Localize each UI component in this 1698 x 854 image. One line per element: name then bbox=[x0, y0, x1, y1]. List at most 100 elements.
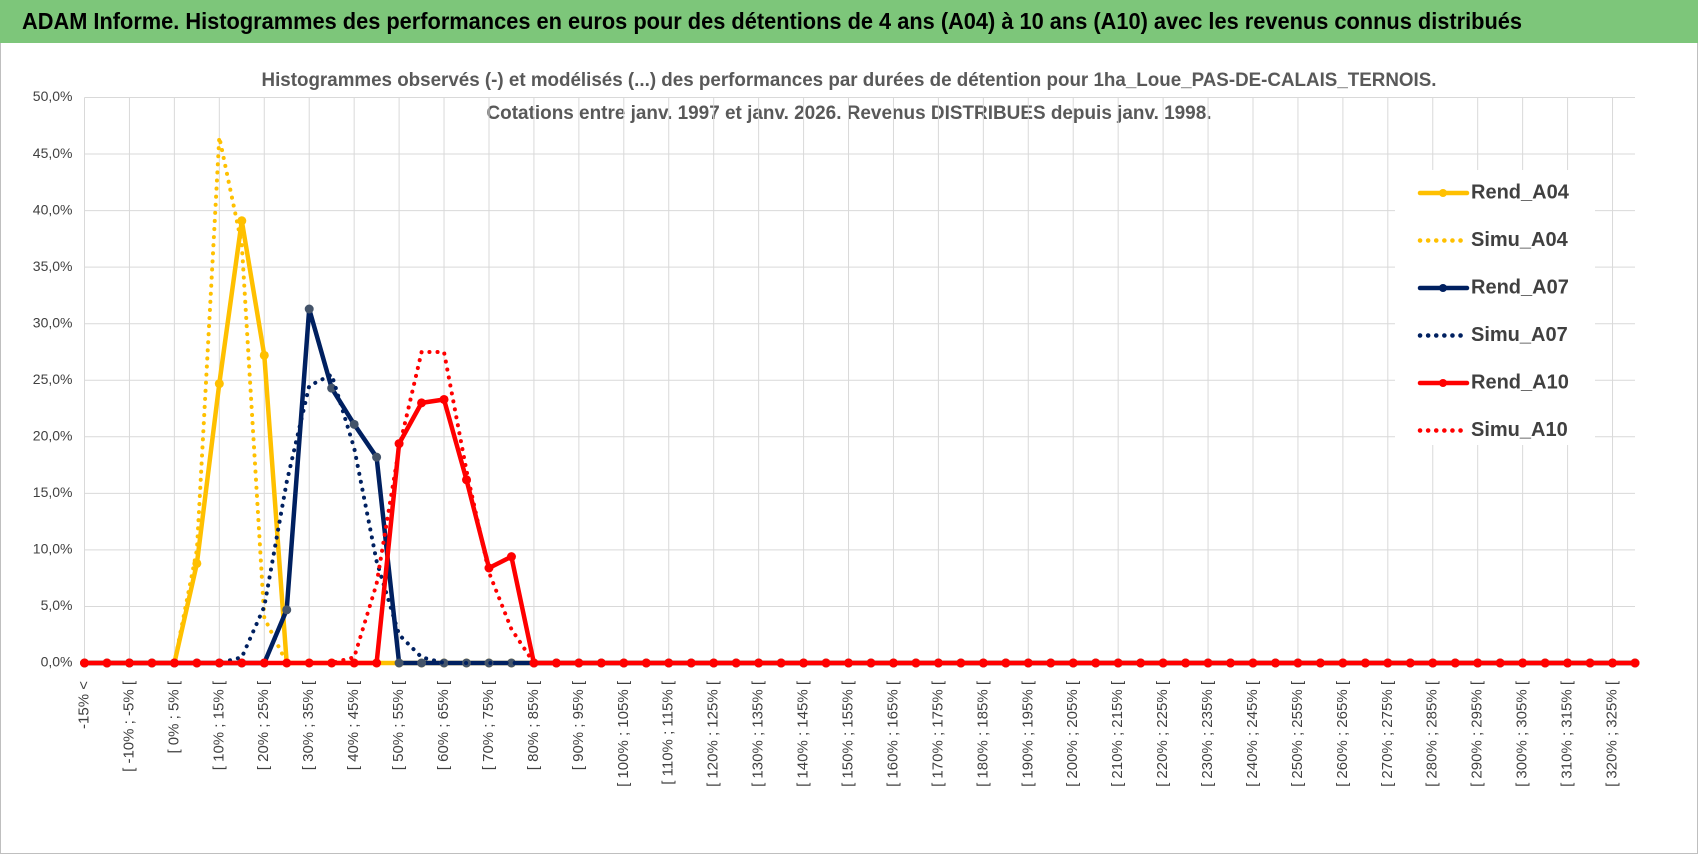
series-marker bbox=[1473, 658, 1483, 668]
y-tick-label: 45,0% bbox=[33, 145, 73, 161]
series-marker bbox=[394, 658, 404, 668]
series-marker bbox=[574, 658, 584, 668]
series-marker bbox=[439, 394, 449, 404]
header-title: ADAM Informe. Histogrammes des performan… bbox=[22, 8, 1522, 34]
x-tick-label: [ 0% ; 5% [ bbox=[165, 680, 182, 753]
y-tick-label: 35,0% bbox=[33, 258, 73, 274]
series-marker bbox=[372, 452, 382, 462]
series-marker bbox=[349, 419, 359, 429]
x-tick-label: [ 20% ; 25% [ bbox=[255, 680, 272, 770]
series-marker bbox=[214, 658, 224, 668]
series-marker bbox=[124, 658, 134, 668]
series-marker bbox=[686, 658, 696, 668]
x-tick-label: [ 290% ; 295% [ bbox=[1469, 680, 1486, 787]
x-tick-label: [ 300% ; 305% [ bbox=[1514, 680, 1531, 787]
x-tick-label: [ 40% ; 45% [ bbox=[345, 680, 362, 770]
series-marker bbox=[506, 552, 516, 562]
x-tick-label: -15% < bbox=[75, 681, 92, 729]
x-tick-label: [ 280% ; 285% [ bbox=[1424, 680, 1441, 787]
x-tick-label: [ 30% ; 35% [ bbox=[300, 680, 317, 770]
legend-box bbox=[1395, 170, 1595, 445]
series-marker bbox=[709, 658, 719, 668]
x-tick-label: [ 90% ; 95% [ bbox=[570, 680, 587, 770]
legend-label: Rend_A10 bbox=[1471, 371, 1569, 393]
series-line bbox=[82, 372, 1637, 665]
y-tick-label: 15,0% bbox=[33, 484, 73, 500]
series-marker bbox=[1293, 658, 1303, 668]
x-tick-label: [ 80% ; 85% [ bbox=[525, 680, 542, 770]
series-marker bbox=[1001, 658, 1011, 668]
legend-marker bbox=[1439, 189, 1447, 197]
series-marker bbox=[327, 658, 337, 668]
series-marker bbox=[349, 658, 359, 668]
series-marker bbox=[776, 658, 786, 668]
y-tick-label: 40,0% bbox=[33, 201, 73, 217]
series-marker bbox=[888, 658, 898, 668]
series-marker bbox=[978, 658, 988, 668]
series-marker bbox=[417, 658, 427, 668]
series-marker bbox=[1068, 658, 1078, 668]
x-tick-label: [ 160% ; 165% [ bbox=[884, 680, 901, 787]
y-tick-label: 25,0% bbox=[33, 371, 73, 387]
y-tick-label: 30,0% bbox=[33, 314, 73, 330]
x-tick-label: [ 140% ; 145% [ bbox=[795, 680, 812, 787]
x-tick-label: [ 260% ; 265% [ bbox=[1334, 680, 1351, 787]
series-marker bbox=[327, 383, 337, 393]
series-marker bbox=[394, 439, 404, 449]
legend-marker bbox=[1439, 284, 1447, 292]
chart-title: Histogrammes observés (-) et modélisés (… bbox=[262, 70, 1437, 91]
x-tick-label: [ 120% ; 125% [ bbox=[705, 680, 722, 787]
x-tick-label: [ 110% ; 115% [ bbox=[660, 680, 677, 785]
series-marker bbox=[911, 658, 921, 668]
legend-label: Rend_A04 bbox=[1471, 181, 1570, 203]
legend-label: Simu_A10 bbox=[1471, 419, 1568, 441]
series-marker bbox=[1405, 658, 1415, 668]
x-tick-label: [ 200% ; 205% [ bbox=[1064, 680, 1081, 787]
series-marker bbox=[1091, 658, 1101, 668]
x-tick-label: [ 60% ; 65% [ bbox=[435, 680, 452, 770]
x-tick-label: [ 310% ; 315% [ bbox=[1559, 680, 1576, 787]
series-marker bbox=[147, 658, 157, 668]
series-marker bbox=[282, 605, 292, 615]
series-marker bbox=[1203, 658, 1213, 668]
series-marker bbox=[1495, 658, 1505, 668]
series-marker bbox=[506, 658, 516, 668]
series-marker bbox=[237, 658, 247, 668]
legend-label: Simu_A07 bbox=[1471, 324, 1568, 346]
y-tick-label: 5,0% bbox=[41, 597, 73, 613]
series-marker bbox=[866, 658, 876, 668]
series-marker bbox=[1608, 658, 1618, 668]
x-tick-label: [ 150% ; 155% [ bbox=[839, 680, 856, 787]
series-marker bbox=[237, 216, 247, 226]
x-tick-label: [ 180% ; 185% [ bbox=[974, 680, 991, 787]
series-marker bbox=[304, 658, 314, 668]
x-tick-label: [ 240% ; 245% [ bbox=[1244, 680, 1261, 787]
x-tick-label: [ 270% ; 275% [ bbox=[1379, 680, 1396, 787]
x-tick-label: [ 10% ; 15% [ bbox=[210, 680, 227, 770]
series-marker bbox=[259, 350, 269, 360]
x-tick-label: [ 170% ; 175% [ bbox=[929, 680, 946, 787]
series-marker bbox=[372, 658, 382, 668]
x-tick-label: [ -10% ; -5% [ bbox=[120, 680, 137, 772]
series-marker bbox=[304, 304, 314, 314]
x-tick-label: [ 210% ; 215% [ bbox=[1109, 680, 1126, 787]
legend-label: Rend_A07 bbox=[1471, 276, 1569, 298]
series-marker bbox=[596, 658, 606, 668]
x-tick-label: [ 230% ; 235% [ bbox=[1199, 680, 1216, 787]
legend-marker bbox=[1439, 379, 1447, 387]
header-band bbox=[0, 0, 1698, 43]
y-tick-label: 20,0% bbox=[33, 428, 73, 444]
x-tick-label: [ 70% ; 75% [ bbox=[480, 680, 497, 770]
series-marker bbox=[214, 379, 224, 389]
x-tick-label: [ 100% ; 105% [ bbox=[615, 680, 632, 787]
legend-label: Simu_A04 bbox=[1471, 229, 1569, 251]
series-marker bbox=[417, 398, 427, 408]
x-tick-label: [ 50% ; 55% [ bbox=[390, 680, 407, 770]
series-marker bbox=[1563, 658, 1573, 668]
series-marker bbox=[1270, 658, 1280, 668]
x-tick-label: [ 190% ; 195% [ bbox=[1019, 680, 1036, 787]
series-marker bbox=[799, 658, 809, 668]
x-tick-label: [ 320% ; 325% [ bbox=[1603, 680, 1620, 787]
y-tick-label: 50,0% bbox=[33, 88, 73, 104]
